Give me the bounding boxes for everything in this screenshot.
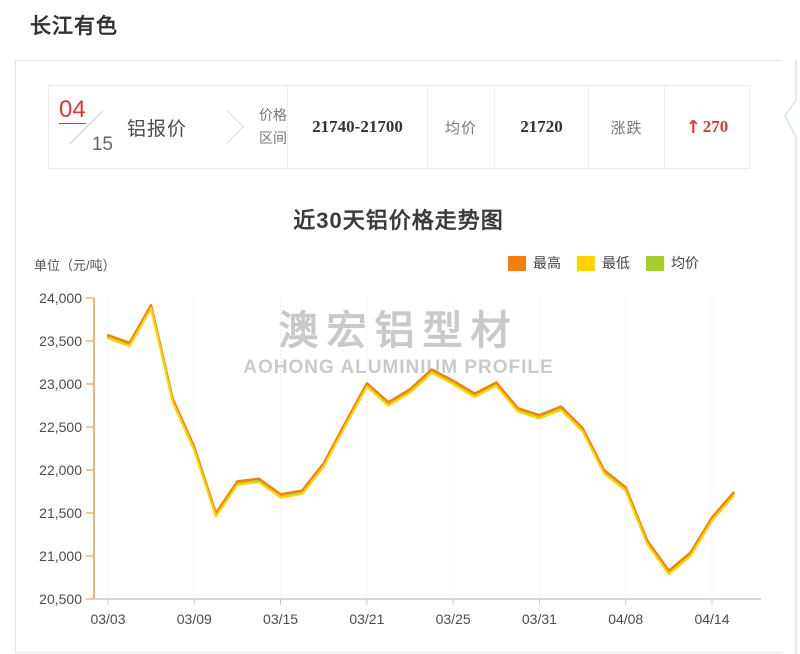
y-axis-label: 23,500 <box>39 333 82 349</box>
series-line-0 <box>106 303 735 572</box>
y-axis-label: 21,500 <box>39 505 82 521</box>
price-range-value: 21740-21700 <box>287 86 427 168</box>
y-axis-label: 23,000 <box>39 376 82 392</box>
x-axis-label: 03/03 <box>90 611 125 627</box>
chart-title: 近30天铝价格走势图 <box>293 208 504 233</box>
x-axis-label: 03/25 <box>436 611 471 627</box>
price-range-label-line1: 价格 <box>259 106 287 123</box>
page-title: 长江有色 <box>30 15 118 38</box>
y-axis-label: 22,000 <box>39 462 82 478</box>
legend-swatch-max <box>508 255 526 271</box>
change-amount: 270 <box>702 117 729 136</box>
price-trend-chart: 03/03 03/09 03/15 03/21 03/25 03/31 04/08 04/14… <box>39 290 761 627</box>
change-label: 涨跌 <box>588 86 664 168</box>
legend-label-max: 最高 <box>533 255 561 271</box>
series-line-2 <box>106 305 735 574</box>
quote-date-month: 04 <box>59 96 86 125</box>
x-axis-label: 04/08 <box>608 611 643 627</box>
chevron-right-icon <box>210 110 244 144</box>
legend-swatch-min <box>577 255 595 271</box>
chart-unit-label: 单位（元/吨） <box>34 258 116 273</box>
panel-right-edge-notch-icon <box>784 60 797 654</box>
price-range-label-line2: 区间 <box>259 130 287 146</box>
quote-date-day: 15 <box>91 134 113 155</box>
legend-item-max: 最高 <box>508 253 561 273</box>
x-axis-label: 03/09 <box>177 611 212 627</box>
average-price-label: 均价 <box>427 86 494 168</box>
y-axis-label: 21,000 <box>39 548 82 564</box>
x-axis-label: 03/21 <box>349 611 384 627</box>
change-value: ↑ 270 <box>664 86 749 168</box>
legend-label-min: 最低 <box>602 255 630 271</box>
y-axis-label: 20,500 <box>39 591 82 607</box>
price-range-label: 价格 区间 <box>259 104 287 150</box>
x-axis-label: 03/15 <box>263 611 298 627</box>
quote-panel: 04 15 铝报价 价格 区间 21740-21700 均价 21720 涨跌 … <box>15 60 797 654</box>
quote-date: 04 15 <box>59 96 115 155</box>
x-axis-label: 03/31 <box>522 611 557 627</box>
series-line-1 <box>106 307 735 576</box>
chart-legend: 最高 最低 均价 <box>508 253 699 273</box>
legend-label-avg: 均价 <box>671 255 699 271</box>
up-arrow-icon: ↑ <box>685 116 701 138</box>
legend-item-avg: 均价 <box>646 253 699 273</box>
y-axis-label: 22,500 <box>39 419 82 435</box>
y-axis-label: 24,000 <box>39 290 82 306</box>
product-name: 铝报价 <box>127 118 188 140</box>
quote-bar-left: 04 15 铝报价 价格 区间 <box>49 86 287 168</box>
quote-bar[interactable]: 04 15 铝报价 价格 区间 21740-21700 均价 21720 涨跌 … <box>48 85 750 169</box>
legend-item-min: 最低 <box>577 253 630 273</box>
x-axis-label: 04/14 <box>694 611 729 627</box>
legend-swatch-avg <box>646 255 664 271</box>
average-price-value: 21720 <box>494 86 588 168</box>
